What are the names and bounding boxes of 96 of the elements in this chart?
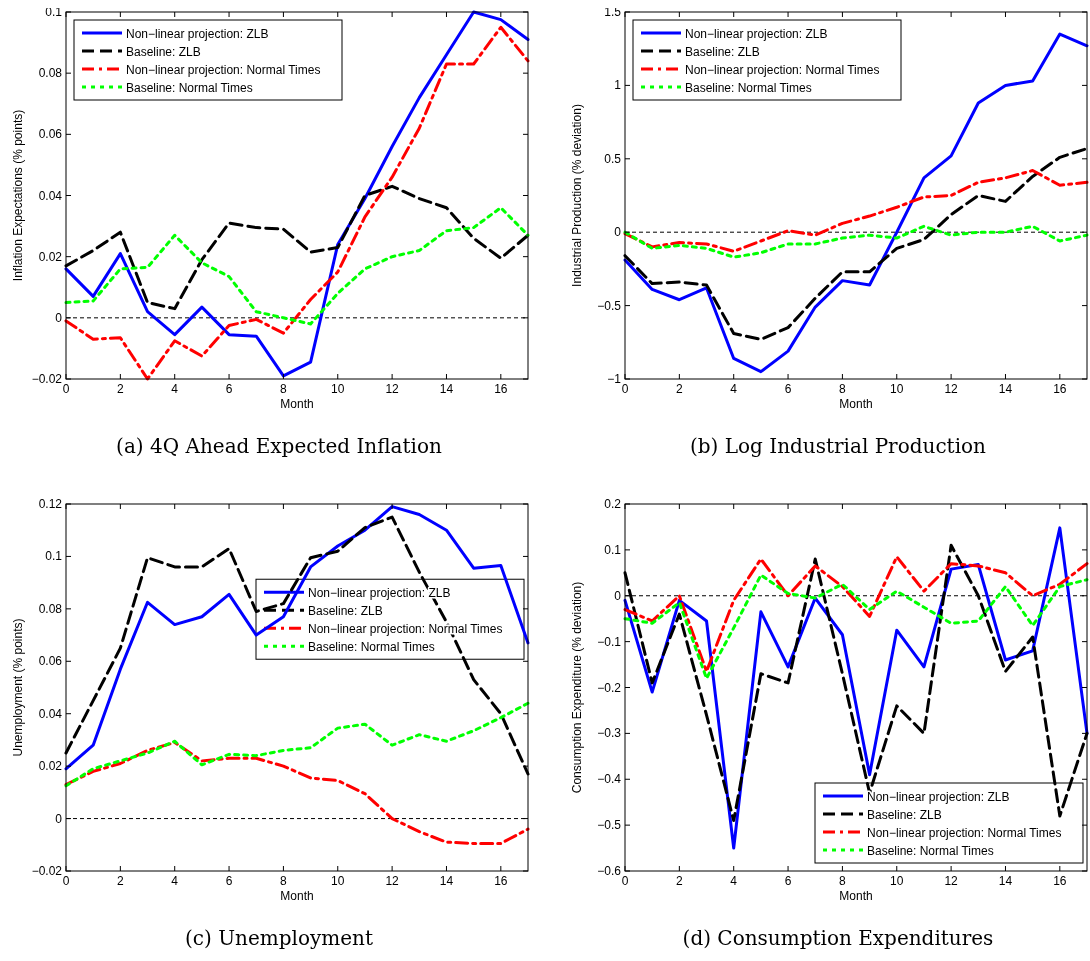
- x-tick-label: 6: [784, 874, 792, 888]
- y-axis-title: Inflation Expectations (% points): [11, 109, 25, 282]
- y-tick-label: 0: [55, 310, 63, 325]
- x-tick-label: 4: [730, 874, 738, 888]
- x-tick-label: 8: [839, 874, 847, 888]
- x-tick-label: 8: [280, 382, 288, 396]
- y-axis-title: Consumption Expenditure (% deviation): [570, 581, 584, 794]
- y-tick-label: 1: [614, 78, 622, 93]
- x-tick-label: 2: [676, 382, 684, 396]
- legend-label: Non−linear projection: Normal Times: [126, 62, 321, 77]
- y-tick-label: 0.02: [38, 249, 63, 264]
- y-axis-title: Unemployment (% points): [11, 618, 25, 757]
- y-tick-label: 0.06: [38, 654, 63, 669]
- legend-label: Non−linear projection: Normal Times: [867, 825, 1062, 840]
- legend-label: Baseline: Normal Times: [867, 843, 994, 858]
- y-axis-title: Industrial Production (% deviation): [570, 104, 584, 287]
- x-tick-label: 12: [385, 874, 400, 888]
- y-tick-label: 0: [614, 588, 622, 603]
- legend-label: Non−linear projection: ZLB: [126, 26, 269, 41]
- y-tick-label: 0.06: [38, 127, 63, 142]
- x-tick-label: 2: [117, 382, 125, 396]
- x-tick-label: 16: [1053, 382, 1067, 396]
- y-tick-label: 0.08: [38, 66, 63, 81]
- x-tick-label: 4: [171, 382, 179, 396]
- legend-label: Baseline: Normal Times: [126, 80, 253, 95]
- x-tick-label: 6: [225, 874, 233, 888]
- line-series: [64, 206, 530, 326]
- x-tick-label: 14: [439, 382, 454, 396]
- y-tick-label: 0.1: [45, 5, 63, 19]
- x-tick-label: 16: [1053, 874, 1067, 888]
- x-axis-title: Month: [839, 889, 873, 903]
- x-tick-label: 8: [839, 382, 847, 396]
- x-tick-label: 14: [998, 874, 1013, 888]
- y-tick-label: −0.5: [597, 298, 622, 313]
- y-tick-label: 1.5: [604, 5, 622, 19]
- legend-label: Baseline: ZLB: [867, 807, 942, 822]
- y-tick-label: −0.2: [597, 680, 622, 695]
- legend-label: Baseline: ZLB: [126, 44, 201, 59]
- x-tick-label: 12: [944, 382, 959, 396]
- legend-label: Non−linear projection: ZLB: [308, 585, 451, 600]
- line-series: [64, 701, 530, 788]
- y-tick-label: 0.1: [604, 542, 622, 557]
- y-tick-label: 0: [55, 811, 63, 826]
- y-tick-label: 0.5: [604, 151, 622, 166]
- x-tick-label: 10: [890, 382, 904, 396]
- x-axis-title: Month: [280, 397, 314, 411]
- line-series: [623, 169, 1089, 253]
- y-tick-label: 0.2: [604, 497, 622, 511]
- legend-label: Baseline: Normal Times: [685, 80, 812, 95]
- legend-label: Non−linear projection: Normal Times: [685, 62, 880, 77]
- legend-label: Non−linear projection: ZLB: [867, 789, 1010, 804]
- y-tick-label: 0.04: [38, 706, 63, 721]
- y-tick-label: 0.04: [38, 188, 63, 203]
- line-series: [64, 741, 530, 845]
- x-tick-label: 10: [331, 382, 345, 396]
- y-tick-label: −0.5: [597, 818, 622, 833]
- text: (c) Unemployment: [185, 926, 373, 950]
- line-series: [623, 224, 1089, 259]
- y-tick-label: −0.02: [31, 864, 63, 878]
- line-series: [623, 555, 1089, 673]
- x-tick-label: 6: [225, 382, 233, 396]
- line-series: [623, 573, 1089, 680]
- x-tick-label: 4: [171, 874, 179, 888]
- legend-label: Baseline: Normal Times: [308, 639, 435, 654]
- x-tick-label: 12: [385, 382, 400, 396]
- x-tick-label: 12: [944, 874, 959, 888]
- y-tick-label: 0: [614, 225, 622, 240]
- legend-label: Non−linear projection: ZLB: [685, 26, 828, 41]
- x-axis-title: Month: [280, 889, 314, 903]
- x-tick-label: 14: [439, 874, 454, 888]
- x-tick-label: 10: [331, 874, 345, 888]
- y-tick-label: −0.02: [31, 372, 63, 386]
- x-tick-label: 8: [280, 874, 288, 888]
- x-axis-title: Month: [839, 397, 873, 411]
- text: (a) 4Q Ahead Expected Inflation: [116, 434, 442, 458]
- x-tick-label: 6: [784, 382, 792, 396]
- x-tick-label: 16: [494, 382, 508, 396]
- x-tick-label: 10: [890, 874, 904, 888]
- x-tick-label: 16: [494, 874, 508, 888]
- y-tick-label: −0.1: [597, 634, 622, 649]
- text: (b) Log Industrial Production: [690, 434, 987, 458]
- x-tick-label: 4: [730, 382, 738, 396]
- x-tick-label: 2: [676, 874, 684, 888]
- y-tick-label: 0.12: [38, 497, 63, 511]
- legend-label: Baseline: ZLB: [685, 44, 760, 59]
- y-tick-label: −0.4: [597, 772, 622, 787]
- x-tick-label: 14: [998, 382, 1013, 396]
- y-tick-label: −1: [607, 372, 622, 386]
- legend-label: Baseline: ZLB: [308, 603, 383, 618]
- y-tick-label: 0.08: [38, 601, 63, 616]
- y-tick-label: 0.02: [38, 759, 63, 774]
- text: (d) Consumption Expenditures: [682, 926, 994, 950]
- y-tick-label: 0.1: [45, 549, 63, 564]
- y-tick-label: −0.6: [597, 864, 622, 878]
- y-tick-label: −0.3: [597, 726, 622, 741]
- x-tick-label: 2: [117, 874, 125, 888]
